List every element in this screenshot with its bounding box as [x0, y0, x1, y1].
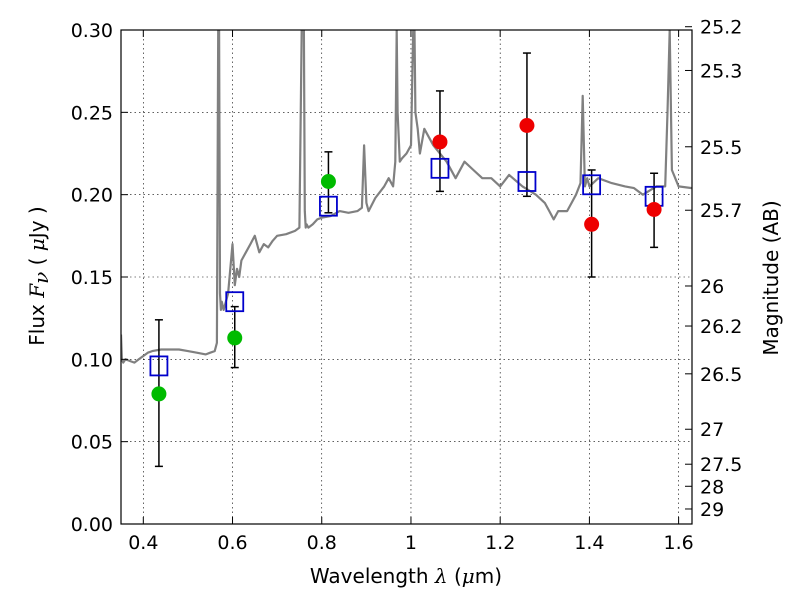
- green-data-point: [320, 173, 336, 189]
- red-data-point: [584, 216, 600, 232]
- mag-tick-label: 25.3: [700, 60, 742, 82]
- x-axis-title: Wavelength λ (μm): [310, 564, 502, 588]
- y-tick-label: 0.30: [71, 20, 113, 42]
- mag-tick-label: 25.5: [700, 137, 742, 159]
- y-axis-title: Flux Fν ( μJy ): [25, 206, 53, 345]
- mag-tick-label: 25.2: [700, 17, 742, 39]
- model-square: [319, 195, 338, 217]
- model-square: [149, 355, 169, 377]
- model-square: [517, 171, 537, 192]
- model-square: [430, 157, 450, 179]
- y-tick-label: 0.15: [71, 267, 113, 289]
- grid: [121, 29, 692, 525]
- mag-tick-label: 25.7: [700, 200, 742, 222]
- red-data-point: [519, 118, 535, 134]
- mag-tick-label: 28: [700, 476, 724, 498]
- mag-tick-label: 26.5: [700, 364, 742, 386]
- y-tick-label: 0.20: [71, 185, 113, 207]
- plot-area: [121, 30, 692, 468]
- x-tick-label: 0.6: [217, 532, 247, 554]
- green-data-point: [151, 386, 167, 402]
- model-square: [582, 174, 602, 196]
- y-tick-label: 0.00: [71, 514, 113, 536]
- mag-tick-label: 26: [700, 276, 724, 298]
- green-data-point: [227, 330, 243, 346]
- y2-axis-title: Magnitude (AB): [759, 200, 783, 355]
- mag-tick-label: 26.2: [700, 316, 742, 338]
- spectrum-line: [121, 30, 692, 364]
- mag-tick-label: 29: [700, 499, 724, 521]
- red-data-point: [432, 134, 448, 150]
- y-tick-label: 0.25: [71, 102, 113, 124]
- y-tick-label: 0.10: [71, 349, 113, 371]
- x-tick-label: 1: [405, 532, 417, 554]
- model-square: [225, 291, 245, 313]
- mag-tick-label: 27: [700, 419, 724, 441]
- mag-tick-label: 27.5: [700, 454, 742, 476]
- x-tick-label: 0.4: [128, 532, 158, 554]
- ticks: 0.4 0.6 0.8 1 1.2 1.4 1.6 0.00 0.05 0.10 0.15 0.20 0…: [71, 17, 743, 554]
- x-tick-label: 1.4: [574, 532, 604, 554]
- x-tick-label: 1.6: [664, 532, 694, 554]
- y-tick-label: 0.05: [71, 432, 113, 454]
- x-tick-label: 0.8: [307, 532, 337, 554]
- red-data-point: [646, 201, 662, 217]
- x-tick-label: 1.2: [485, 532, 515, 554]
